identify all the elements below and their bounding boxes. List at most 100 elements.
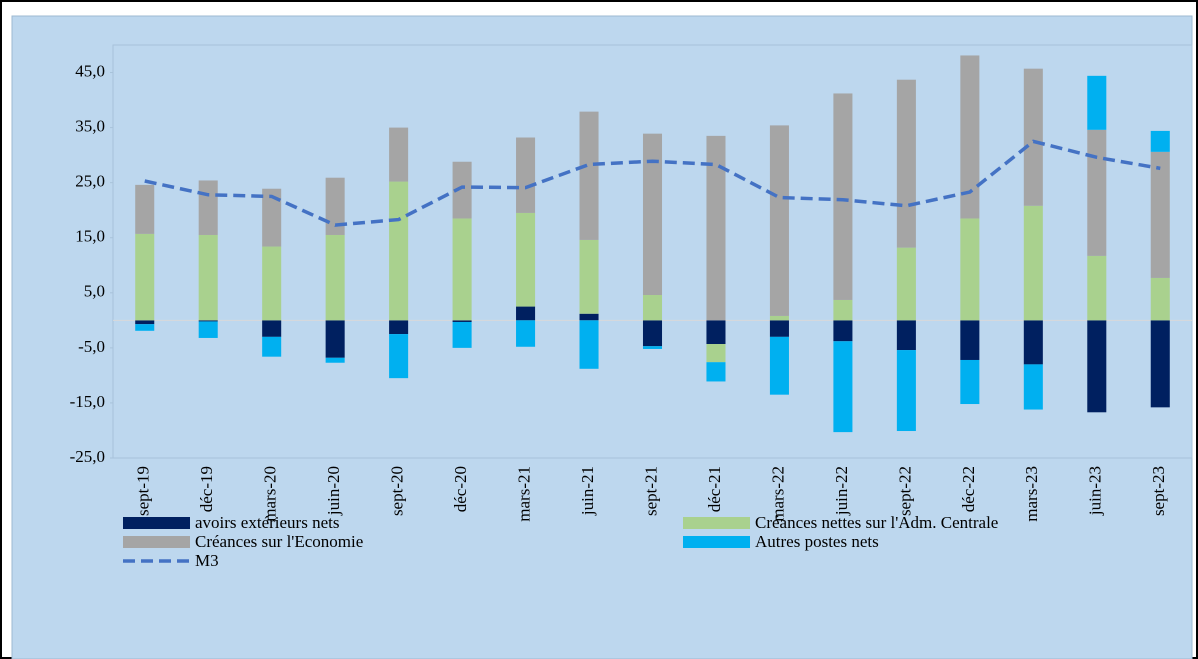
x-tick-label: mars-23	[1022, 466, 1041, 522]
bar	[516, 212, 536, 307]
y-tick-label: -25,0	[70, 447, 105, 466]
y-tick-label: 45,0	[75, 61, 105, 80]
bar	[769, 336, 789, 395]
bar	[262, 188, 282, 247]
bar	[642, 133, 663, 296]
bar	[452, 218, 472, 321]
plot-area	[112, 44, 1193, 459]
bar	[389, 127, 409, 182]
legend-swatch	[123, 536, 190, 548]
y-tick-label: 15,0	[75, 227, 105, 246]
x-tick-label: juin-21	[578, 466, 597, 516]
bar	[198, 180, 218, 235]
x-tick-label: déc-21	[705, 466, 724, 512]
bar	[325, 357, 345, 363]
legend-label: avoirs extérieurs nets	[195, 513, 339, 532]
x-tick-label: mars-20	[261, 466, 280, 522]
bar	[769, 125, 789, 316]
bar	[579, 239, 599, 314]
bar	[960, 218, 980, 321]
y-tick-label: 35,0	[75, 117, 105, 136]
bar	[198, 234, 218, 321]
bar	[1150, 151, 1170, 278]
bar	[198, 321, 218, 338]
y-tick-label: 5,0	[84, 282, 105, 301]
bar	[1087, 75, 1107, 130]
legend-label: Créances sur l'Economie	[195, 532, 363, 551]
bar	[452, 320, 472, 322]
x-tick-label: déc-22	[959, 466, 978, 512]
legend-swatch	[123, 517, 190, 529]
bar	[642, 346, 663, 349]
bar	[769, 320, 789, 337]
x-tick-label: juin-22	[832, 466, 851, 516]
bar	[1023, 364, 1043, 410]
bar	[960, 55, 980, 219]
y-tick-label: -15,0	[70, 392, 105, 411]
bar	[262, 320, 282, 337]
x-tick-label: déc-19	[197, 466, 216, 512]
bar	[389, 181, 409, 321]
bar	[262, 246, 282, 321]
bar	[1087, 320, 1107, 413]
bar	[389, 320, 409, 335]
bar	[1087, 255, 1107, 321]
y-tick-label: -5,0	[78, 337, 105, 356]
legend-swatch	[683, 517, 750, 529]
bar	[325, 320, 345, 358]
bar	[706, 135, 726, 321]
x-tick-label: sept-20	[388, 466, 407, 516]
x-tick-label: déc-20	[451, 466, 470, 512]
x-tick-label: mars-22	[768, 466, 787, 522]
bar	[1150, 277, 1170, 321]
x-tick-label: sept-23	[1149, 466, 1168, 516]
x-tick-label: juin-20	[324, 466, 343, 516]
bar	[579, 313, 599, 321]
bar	[642, 295, 663, 321]
bar	[262, 336, 282, 357]
bar	[325, 234, 345, 321]
bar	[1023, 68, 1043, 206]
bar	[896, 350, 916, 432]
bar	[706, 320, 726, 345]
bar	[135, 184, 155, 234]
bar	[135, 233, 155, 321]
bar	[833, 93, 853, 300]
bar	[833, 341, 853, 433]
bar	[960, 320, 980, 360]
bar	[452, 321, 472, 348]
bar	[135, 320, 155, 325]
bar	[833, 320, 853, 342]
bar	[1023, 320, 1043, 365]
x-tick-label: juin-23	[1086, 466, 1105, 516]
x-tick-label: sept-22	[895, 466, 914, 516]
bar	[516, 306, 536, 321]
legend-label: Autres postes nets	[755, 532, 879, 551]
legend-label: M3	[195, 551, 219, 570]
line	[144, 139, 1161, 227]
legend-swatch	[683, 536, 750, 548]
bar	[769, 315, 789, 321]
bar	[1087, 129, 1107, 256]
bar	[198, 320, 218, 322]
bar	[1150, 130, 1170, 152]
bar	[389, 334, 409, 379]
bar	[579, 320, 599, 369]
x-tick-label: sept-21	[641, 466, 660, 516]
bar	[579, 111, 599, 240]
bar	[516, 320, 536, 347]
bar	[896, 79, 916, 248]
bar	[833, 299, 853, 321]
bar	[706, 362, 726, 382]
bar	[896, 320, 916, 351]
bar	[1150, 320, 1170, 408]
bar	[642, 320, 663, 347]
bar	[135, 324, 155, 331]
x-tick-label: sept-19	[134, 466, 153, 516]
bar	[706, 344, 726, 363]
bar	[1023, 205, 1043, 321]
bar	[516, 137, 536, 213]
legend-label: Créances nettes sur l'Adm. Centrale	[755, 513, 998, 532]
y-tick-label: 25,0	[75, 172, 105, 191]
